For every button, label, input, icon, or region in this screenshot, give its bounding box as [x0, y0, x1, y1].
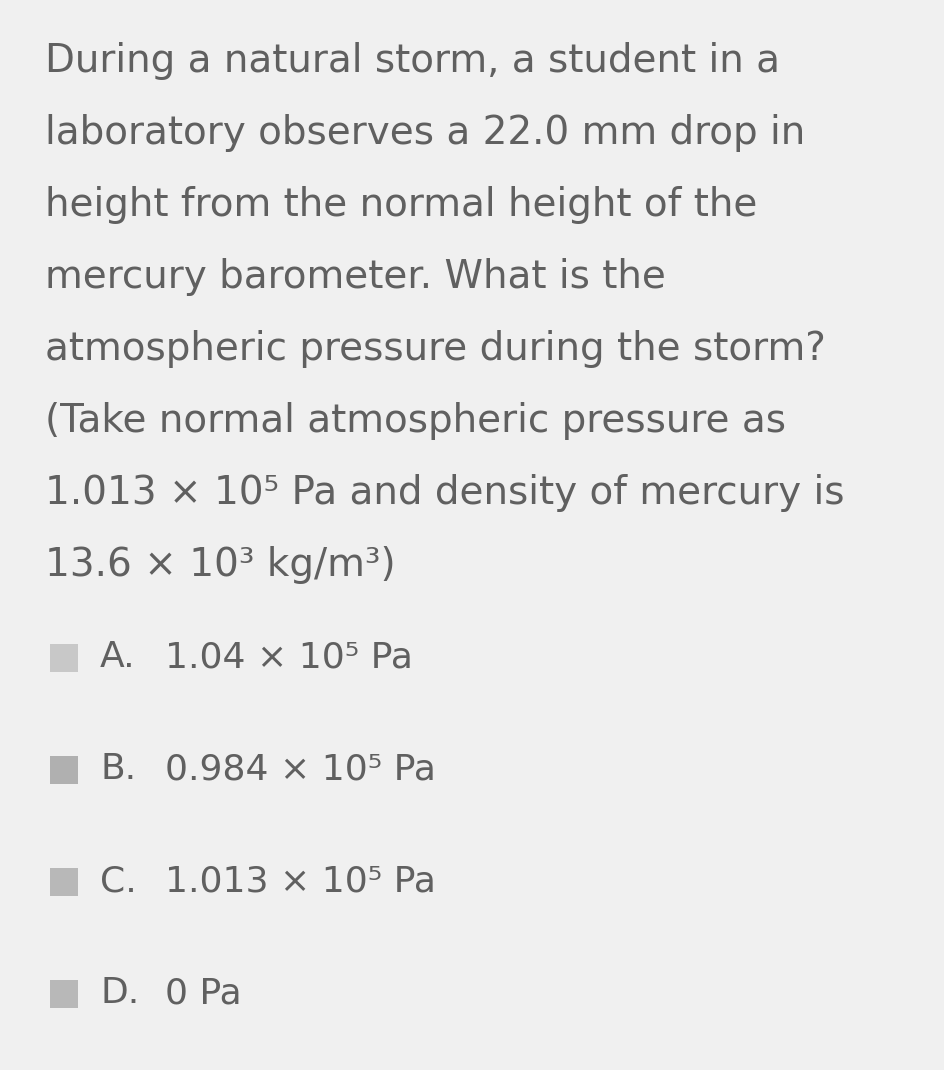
Text: During a natural storm, a student in a: During a natural storm, a student in a: [45, 42, 780, 80]
Text: C.: C.: [100, 863, 137, 898]
FancyBboxPatch shape: [50, 980, 78, 1008]
Text: 1.04 × 10⁵ Pa: 1.04 × 10⁵ Pa: [165, 640, 413, 674]
FancyBboxPatch shape: [50, 868, 78, 896]
Text: 1.013 × 10⁵ Pa: 1.013 × 10⁵ Pa: [165, 863, 436, 898]
Text: 1.013 × 10⁵ Pa and density of mercury is: 1.013 × 10⁵ Pa and density of mercury is: [45, 474, 845, 513]
Text: B.: B.: [100, 752, 136, 786]
Text: mercury barometer. What is the: mercury barometer. What is the: [45, 258, 666, 296]
FancyBboxPatch shape: [50, 756, 78, 784]
Text: height from the normal height of the: height from the normal height of the: [45, 186, 757, 224]
Text: laboratory observes a 22.0 mm drop in: laboratory observes a 22.0 mm drop in: [45, 114, 805, 152]
Text: D.: D.: [100, 976, 140, 1010]
Text: 0 Pa: 0 Pa: [165, 976, 242, 1010]
FancyBboxPatch shape: [50, 644, 78, 672]
Text: (Take normal atmospheric pressure as: (Take normal atmospheric pressure as: [45, 402, 786, 440]
Text: A.: A.: [100, 640, 136, 674]
Text: 13.6 × 10³ kg/m³): 13.6 × 10³ kg/m³): [45, 546, 396, 584]
Text: 0.984 × 10⁵ Pa: 0.984 × 10⁵ Pa: [165, 752, 436, 786]
Text: atmospheric pressure during the storm?: atmospheric pressure during the storm?: [45, 330, 826, 368]
